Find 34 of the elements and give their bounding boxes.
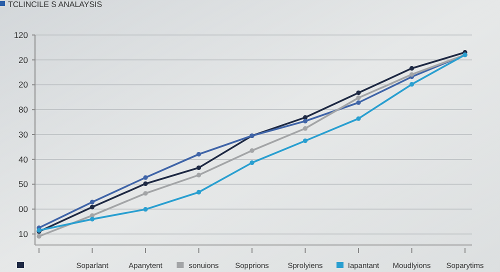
text: 20 — [18, 80, 28, 90]
point — [302, 126, 308, 131]
text: 40 — [18, 154, 28, 164]
point — [143, 207, 148, 212]
text: 00 — [18, 204, 28, 214]
point — [302, 118, 308, 124]
point — [409, 82, 414, 87]
point — [302, 138, 308, 144]
point — [90, 216, 95, 222]
text: 50 — [18, 179, 28, 190]
point — [36, 234, 42, 239]
text: 20 — [18, 54, 28, 65]
point — [356, 96, 361, 100]
point — [356, 90, 361, 96]
text: 120 — [14, 30, 28, 40]
point — [196, 152, 202, 157]
point — [356, 116, 361, 121]
chart-title: TCLINCILE S ANALAYSIS — [8, 0, 102, 9]
text: 10 — [18, 228, 28, 239]
point — [90, 204, 95, 210]
point — [356, 100, 361, 105]
point — [196, 172, 202, 178]
point — [143, 191, 148, 196]
text: 30 — [18, 129, 28, 140]
text: 80 — [18, 104, 28, 115]
point — [90, 200, 95, 204]
point — [250, 148, 254, 153]
point — [196, 190, 202, 195]
point — [196, 165, 202, 170]
point — [409, 72, 414, 77]
point — [409, 66, 414, 71]
point — [250, 160, 254, 166]
point — [143, 181, 148, 186]
point — [143, 175, 148, 180]
